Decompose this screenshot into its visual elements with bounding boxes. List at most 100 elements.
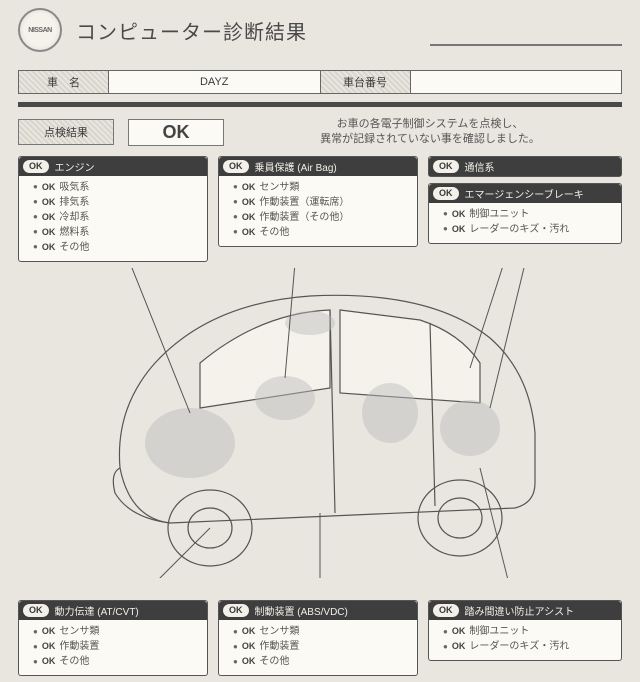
bullet-icon: ● xyxy=(233,641,238,653)
item-status: OK xyxy=(242,196,256,210)
check-item: ●OKレーダーのキズ・汚れ xyxy=(443,639,615,654)
vehicle-info-row: 車 名 DAYZ 車台番号 xyxy=(18,70,622,94)
item-status: OK xyxy=(42,241,56,255)
item-status: OK xyxy=(42,655,56,669)
divider xyxy=(18,102,622,107)
status-badge: OK xyxy=(433,160,459,173)
check-item: ● OK作動装置（その他） xyxy=(233,210,411,225)
panel-comm: OK 通信系 xyxy=(428,156,622,177)
panel-brake: OK 制動装置 (ABS/VDC) ●OKセンサ類●OK作動装置●OKその他 xyxy=(218,600,418,676)
status-badge: OK xyxy=(223,604,249,617)
check-item: ● OKセンサ類 xyxy=(233,180,411,195)
bullet-icon: ● xyxy=(233,226,238,238)
item-status: OK xyxy=(242,226,256,240)
bullet-icon: ● xyxy=(233,656,238,668)
item-status: OK xyxy=(242,625,256,639)
check-item: ● OKその他 xyxy=(33,240,201,255)
item-label: センサ類 xyxy=(259,624,299,639)
item-status: OK xyxy=(42,211,56,225)
item-label: 排気系 xyxy=(59,195,89,210)
bullet-icon: ● xyxy=(33,241,38,253)
item-label: その他 xyxy=(259,225,289,240)
summary-note-line2: 異常が記録されていない事を確認しました。 xyxy=(320,133,540,145)
item-label: その他 xyxy=(259,654,289,669)
panel-pedal-assist: OK 踏み間違い防止アシスト ●OK制御ユニット●OKレーダーのキズ・汚れ xyxy=(428,600,622,661)
item-label: その他 xyxy=(59,654,89,669)
panel-head: OK 踏み間違い防止アシスト xyxy=(429,601,621,620)
panel-engine: OK エンジン ●OK吸気系●OK排気系●OK冷却系●OK燃料系●OKその他 xyxy=(18,156,208,262)
panels-top: OK エンジン ●OK吸気系●OK排気系●OK冷却系●OK燃料系●OKその他 O… xyxy=(18,156,622,262)
check-item: ● OK作動装置（運転席） xyxy=(233,195,411,210)
item-status: OK xyxy=(242,655,256,669)
bullet-icon: ● xyxy=(33,641,38,653)
panel-head: OK エンジン xyxy=(19,157,207,176)
bullet-icon: ● xyxy=(233,211,238,223)
panel-title: 制動装置 (ABS/VDC) xyxy=(255,603,348,618)
item-label: 吸気系 xyxy=(59,180,89,195)
check-item: ●OKレーダーのキズ・汚れ xyxy=(443,222,615,237)
bullet-icon: ● xyxy=(443,208,448,220)
panel-head: OK 乗員保護 (Air Bag) xyxy=(219,157,417,176)
bullet-icon: ● xyxy=(443,641,448,653)
item-label: 冷却系 xyxy=(59,210,89,225)
item-label: レーダーのキズ・汚れ xyxy=(469,639,569,654)
bullet-icon: ● xyxy=(233,181,238,193)
panel-airbag: OK 乗員保護 (Air Bag) ●OKセンサ類●OK作動装置（運転席）●OK… xyxy=(218,156,418,247)
panel-head: OK 動力伝達 (AT/CVT) xyxy=(19,601,207,620)
page-title: コンピューター診断結果 xyxy=(76,16,307,45)
item-label: 燃料系 xyxy=(59,225,89,240)
bullet-icon: ● xyxy=(33,656,38,668)
check-item: ● OK吸気系 xyxy=(33,180,201,195)
status-badge: OK xyxy=(223,160,249,173)
item-label: 制御ユニット xyxy=(469,207,529,222)
title-rule xyxy=(430,44,622,46)
summary-label: 点検結果 xyxy=(18,119,114,145)
item-label: 作動装置（その他） xyxy=(259,210,349,225)
item-status: OK xyxy=(452,223,466,237)
summary-status: OK xyxy=(128,119,224,146)
car-diagram xyxy=(60,268,580,578)
item-status: OK xyxy=(42,196,56,210)
bullet-icon: ● xyxy=(33,181,38,193)
bullet-icon: ● xyxy=(233,196,238,208)
check-item: ● OK燃料系 xyxy=(33,225,201,240)
check-item: ●OK作動装置 xyxy=(33,639,201,654)
panels-bottom: OK 動力伝達 (AT/CVT) ●OKセンサ類●OK作動装置●OKその他 OK… xyxy=(18,600,622,676)
item-status: OK xyxy=(42,226,56,240)
vehicle-name-value: DAYZ xyxy=(109,71,321,93)
item-status: OK xyxy=(242,640,256,654)
bullet-icon: ● xyxy=(443,626,448,638)
item-label: 作動装置（運転席） xyxy=(259,195,349,210)
vehicle-number-value xyxy=(411,71,622,93)
item-label: 作動装置 xyxy=(259,639,299,654)
check-item: ●OK排気系 xyxy=(33,195,201,210)
item-label: レーダーのキズ・汚れ xyxy=(469,222,569,237)
item-status: OK xyxy=(42,181,56,195)
item-label: 作動装置 xyxy=(59,639,99,654)
item-status: OK xyxy=(452,625,466,639)
summary-row: 点検結果 OK お車の各電子制御システムを点検し、 異常が記録されていない事を確… xyxy=(18,117,622,148)
status-badge: OK xyxy=(433,604,459,617)
item-status: OK xyxy=(242,181,256,195)
brand-logo: NISSAN xyxy=(18,8,62,52)
summary-note: お車の各電子制御システムを点検し、 異常が記録されていない事を確認しました。 xyxy=(238,117,622,148)
vehicle-number-label: 車台番号 xyxy=(321,71,411,93)
panel-head: OK 通信系 xyxy=(429,157,621,176)
bullet-icon: ● xyxy=(33,226,38,238)
bullet-icon: ● xyxy=(233,626,238,638)
check-item: ● OK制御ユニット xyxy=(443,624,615,639)
item-status: OK xyxy=(42,625,56,639)
item-label: その他 xyxy=(59,240,89,255)
panel-transmission: OK 動力伝達 (AT/CVT) ●OKセンサ類●OK作動装置●OKその他 xyxy=(18,600,208,676)
panel-emergency-brake: OK エマージェンシーブレーキ ●OK制御ユニット●OKレーダーのキズ・汚れ xyxy=(428,183,622,244)
check-item: ● OKその他 xyxy=(233,225,411,240)
bullet-icon: ● xyxy=(33,626,38,638)
item-label: 制御ユニット xyxy=(469,624,529,639)
item-status: OK xyxy=(242,211,256,225)
panel-title: 通信系 xyxy=(465,159,495,174)
item-label: センサ類 xyxy=(259,180,299,195)
check-item: ● OK作動装置 xyxy=(233,639,411,654)
panel-title: 踏み間違い防止アシスト xyxy=(465,603,575,618)
item-status: OK xyxy=(452,208,466,222)
bullet-icon: ● xyxy=(33,211,38,223)
